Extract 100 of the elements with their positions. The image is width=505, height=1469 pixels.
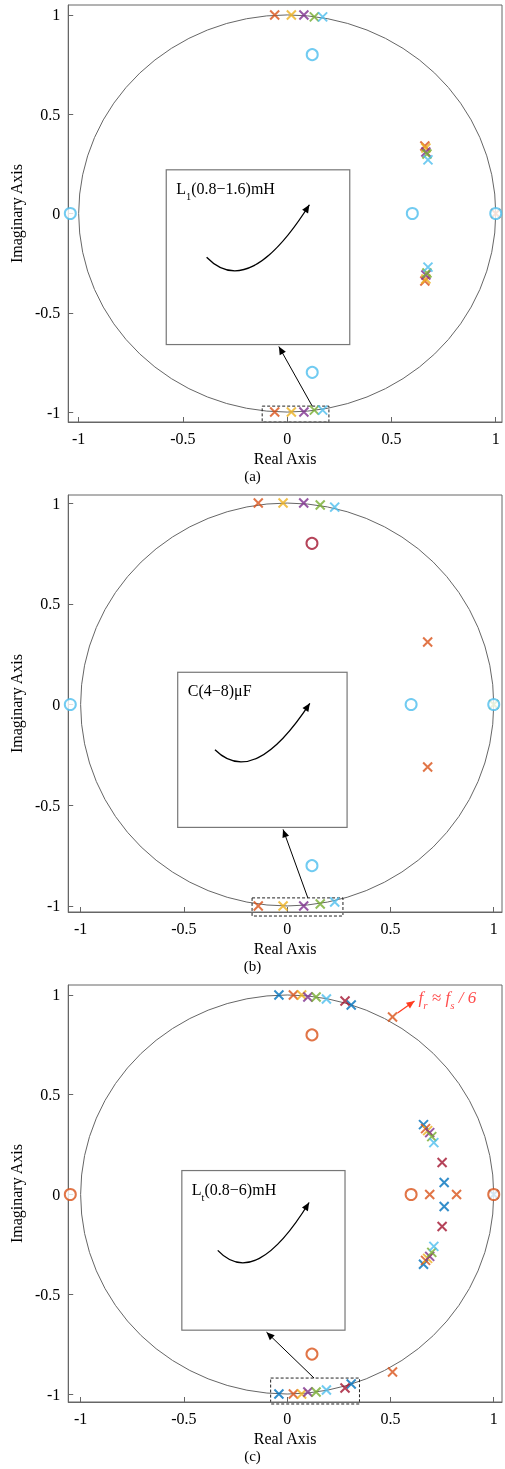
y-tick-label: 1 [52,986,61,1004]
annotation: L$_{t}$(0.8−6)mH [191,1180,277,1203]
point [428,1240,440,1252]
point [314,499,326,511]
point [305,859,319,873]
y-tick-label: -0.5 [34,1285,61,1303]
point [404,1188,418,1201]
x-tick-label: -0.5 [170,429,196,447]
point [302,1386,314,1398]
y-tick-label: -0.5 [34,796,61,814]
y-tick-label: 0.5 [40,595,61,613]
point [305,1028,319,1042]
point [63,1188,77,1201]
point [269,406,281,418]
point [339,995,351,1007]
y-tick-label: 0 [52,696,61,714]
point [320,993,332,1005]
point [308,404,320,416]
x-tick-label: -0.5 [171,1409,197,1427]
x-tick-label: 0.5 [381,429,402,447]
point [287,989,299,1001]
point [320,1384,332,1396]
x-tick-label: -0.5 [171,919,197,937]
x-tick-label: 0.5 [380,1409,401,1427]
point [296,989,308,1001]
y-axis-title: Imaginary Axis [7,653,26,754]
x-axis-title: Real Axis [253,940,317,958]
point [273,1388,285,1400]
y-tick-label: -1 [46,403,61,421]
y-tick-label: 0.5 [40,105,61,123]
point [308,11,320,23]
point [426,1131,438,1143]
point [451,1189,463,1200]
point [428,1137,440,1149]
point [310,991,322,1003]
y-tick-label: -1 [46,897,61,915]
point [285,9,297,21]
y-tick-label: -1 [46,1385,61,1403]
y-tick-label: -0.5 [34,304,61,322]
x-tick-label: -1 [71,429,86,447]
annotation: C(4−8)μF [187,682,252,701]
point [302,991,314,1003]
point [339,1382,351,1394]
point [63,207,77,220]
point [405,207,419,220]
point [252,497,264,509]
x-tick-label: -1 [73,1409,88,1427]
point [63,698,77,711]
point [418,1258,430,1270]
x-axis-title: Real Axis [253,1430,317,1448]
annotation: L$_{1}$(0.8−1.6)mH [176,179,276,202]
point [422,761,434,773]
point [273,989,285,1001]
annotation: f$_{r}$ ≈ f$_{s}$ / 6 [418,987,477,1011]
point [387,1366,399,1378]
point [252,900,264,912]
point [387,1011,399,1023]
point [404,698,418,711]
point [438,1200,450,1212]
y-axis-title: Imaginary Axis [7,1143,26,1244]
point [424,1189,436,1200]
point [314,898,326,910]
point [287,1388,299,1400]
point [277,497,289,509]
point [436,1220,448,1232]
point [436,1157,448,1169]
point [285,406,297,418]
x-tick-label: 0 [283,429,292,447]
point [305,1347,319,1361]
point [426,1246,438,1258]
text: (c) [244,1447,261,1465]
x-tick-label: 0.5 [380,919,401,937]
point [298,9,310,21]
point [438,1177,450,1189]
x-axis-title: Real Axis [253,450,317,468]
point [345,1378,357,1390]
point [418,1119,430,1131]
point [305,48,319,62]
point [422,636,434,648]
x-tick-label: 0 [283,919,292,937]
y-tick-label: 0 [52,205,61,222]
point [317,11,329,23]
x-tick-label: 1 [489,919,498,937]
point [345,999,357,1011]
point [269,9,281,21]
point [305,536,319,550]
y-tick-label: 1 [52,494,61,512]
x-tick-label: -1 [73,919,88,937]
y-tick-label: 0 [52,1186,61,1203]
y-axis-title: Imaginary Axis [7,163,26,264]
point [329,501,341,513]
point [296,1388,308,1400]
point [329,896,341,908]
x-tick-label: 0 [283,1409,292,1427]
x-tick-label: 1 [491,429,500,447]
point [298,497,310,509]
point [277,900,289,912]
y-tick-label: 1 [52,6,61,24]
text: (a) [244,467,261,485]
y-tick-label: 0.5 [40,1086,61,1104]
